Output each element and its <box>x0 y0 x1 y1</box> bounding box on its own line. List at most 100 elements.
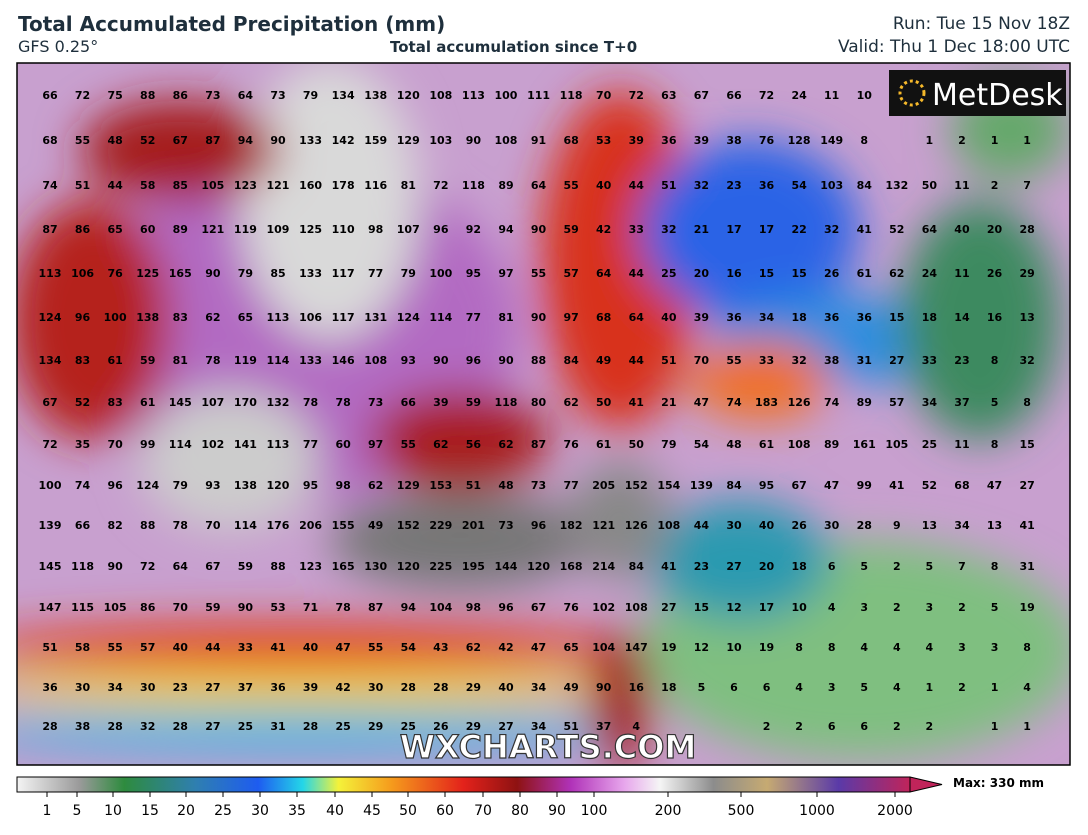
grid-value: 40 <box>759 519 775 532</box>
grid-value: 55 <box>75 134 90 147</box>
grid-value: 100 <box>39 479 62 492</box>
grid-value: 25 <box>401 720 416 733</box>
grid-value: 139 <box>39 519 62 532</box>
grid-value: 119 <box>234 354 257 367</box>
grid-value: 41 <box>1019 519 1034 532</box>
grid-value: 100 <box>429 267 452 280</box>
grid-value: 3 <box>991 641 999 654</box>
grid-value: 53 <box>270 601 285 614</box>
grid-value: 32 <box>791 354 806 367</box>
grid-value: 33 <box>629 223 644 236</box>
grid-value: 44 <box>694 519 710 532</box>
grid-value: 102 <box>201 438 224 451</box>
grid-value: 36 <box>270 681 286 694</box>
grid-value: 36 <box>824 311 840 324</box>
grid-value: 44 <box>629 354 645 367</box>
grid-value: 79 <box>401 267 416 280</box>
grid-value: 131 <box>364 311 387 324</box>
grid-value: 5 <box>991 601 999 614</box>
grid-value: 94 <box>238 134 254 147</box>
grid-value: 84 <box>629 560 645 573</box>
grid-value: 108 <box>494 134 517 147</box>
grid-value: 6 <box>828 560 836 573</box>
grid-value: 67 <box>42 396 57 409</box>
grid-value: 121 <box>267 179 290 192</box>
grid-value: 47 <box>987 479 1002 492</box>
grid-value: 54 <box>791 179 807 192</box>
grid-value: 141 <box>234 438 257 451</box>
colorbar-label: 10 <box>104 803 122 819</box>
grid-value: 133 <box>299 354 322 367</box>
logo: MetDesk <box>932 78 1063 113</box>
grid-value: 2 <box>958 601 966 614</box>
colorbar-label: 1000 <box>799 803 835 819</box>
grid-value: 144 <box>494 560 517 573</box>
grid-value: 34 <box>531 681 547 694</box>
grid-value: 72 <box>75 89 90 102</box>
grid-value: 27 <box>498 720 513 733</box>
grid-value: 68 <box>563 134 578 147</box>
grid-value: 94 <box>498 223 514 236</box>
grid-value: 44 <box>629 179 645 192</box>
grid-value: 81 <box>498 311 513 324</box>
grid-value: 109 <box>267 223 290 236</box>
grid-value: 57 <box>563 267 578 280</box>
grid-value: 49 <box>596 354 611 367</box>
grid-value: 23 <box>954 354 969 367</box>
grid-value: 96 <box>433 223 449 236</box>
grid-value: 205 <box>592 479 615 492</box>
grid-value: 41 <box>889 479 904 492</box>
grid-value: 7 <box>1023 179 1031 192</box>
grid-value: 113 <box>267 311 290 324</box>
grid-value: 3 <box>958 641 966 654</box>
grid-value: 51 <box>75 179 90 192</box>
colorbar-label: 15 <box>141 803 159 819</box>
grid-value: 51 <box>563 720 578 733</box>
grid-value: 126 <box>625 519 648 532</box>
grid-value: 68 <box>954 479 969 492</box>
grid-value: 93 <box>205 479 220 492</box>
grid-value: 1 <box>926 134 934 147</box>
grid-value: 77 <box>303 438 318 451</box>
grid-value: 2 <box>893 560 901 573</box>
grid-value: 4 <box>860 641 868 654</box>
grid-value: 10 <box>857 89 873 102</box>
grid-value: 15 <box>889 311 904 324</box>
grid-value: 28 <box>433 681 448 694</box>
grid-value: 20 <box>759 560 775 573</box>
grid-value: 57 <box>140 641 155 654</box>
grid-value: 78 <box>335 396 350 409</box>
grid-value: 89 <box>498 179 513 192</box>
grid-value: 18 <box>791 560 806 573</box>
grid-value: 64 <box>922 223 938 236</box>
grid-value: 21 <box>661 396 676 409</box>
grid-value: 74 <box>75 479 91 492</box>
grid-value: 85 <box>173 179 188 192</box>
colorbar-label: 80 <box>511 803 529 819</box>
grid-value: 8 <box>1023 641 1031 654</box>
grid-value: 11 <box>954 179 969 192</box>
grid-value: 28 <box>107 720 122 733</box>
grid-value: 30 <box>368 681 384 694</box>
grid-value: 95 <box>759 479 774 492</box>
grid-value: 48 <box>498 479 513 492</box>
grid-value: 13 <box>922 519 937 532</box>
grid-value: 28 <box>401 681 416 694</box>
colorbar <box>16 776 911 793</box>
grid-value: 107 <box>397 223 420 236</box>
grid-value: 38 <box>824 354 839 367</box>
grid-value: 165 <box>169 267 192 280</box>
grid-value: 50 <box>922 179 938 192</box>
grid-value: 94 <box>401 601 417 614</box>
grid-value: 108 <box>625 601 648 614</box>
grid-value: 31 <box>270 720 285 733</box>
grid-value: 79 <box>238 267 253 280</box>
grid-value: 108 <box>429 89 452 102</box>
grid-value: 71 <box>303 601 318 614</box>
grid-value: 76 <box>759 134 775 147</box>
grid-value: 90 <box>531 311 547 324</box>
grid-value: 6 <box>763 681 771 694</box>
grid-value: 40 <box>303 641 319 654</box>
colorbar-label: 25 <box>214 803 232 819</box>
grid-value: 72 <box>629 89 644 102</box>
